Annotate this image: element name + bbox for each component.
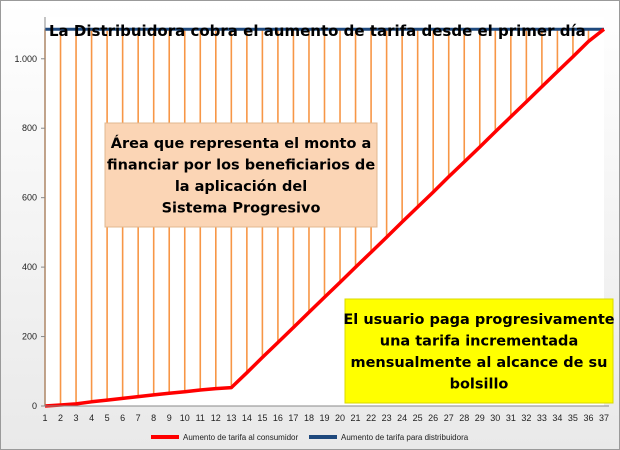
chart-title: La Distribuidora cobra el aumento de tar… (49, 22, 586, 40)
x-tick-label: 16 (273, 413, 283, 423)
annotation-line: bolsillo (450, 376, 509, 392)
x-tick-label: 28 (459, 413, 469, 423)
x-tick-label: 32 (521, 413, 531, 423)
x-tick-label: 27 (444, 413, 454, 423)
x-tick-label: 4 (89, 413, 94, 423)
title-group: La Distribuidora cobra el aumento de tar… (49, 22, 586, 40)
x-tick-label: 6 (120, 413, 125, 423)
x-tick-label: 37 (599, 413, 609, 423)
x-tick-label: 15 (257, 413, 267, 423)
x-tick-label: 29 (475, 413, 485, 423)
y-tick-label: 1.000 (14, 54, 37, 64)
x-tick-label: 25 (413, 413, 423, 423)
annotation-line: la aplicación del (175, 179, 307, 195)
x-tick-label: 30 (490, 413, 500, 423)
annotation-line: mensualmente al alcance de su (350, 355, 607, 371)
x-tick-label: 14 (242, 413, 252, 423)
annotation-line: una tarifa incrementada (380, 333, 578, 349)
x-tick-label: 5 (105, 413, 110, 423)
x-tick-label: 2 (58, 413, 63, 423)
legend-label-consumidor: Aumento de tarifa al consumidor (183, 433, 299, 442)
x-tick-label: 19 (319, 413, 329, 423)
x-tick-label: 23 (382, 413, 392, 423)
x-tick-label: 35 (568, 413, 578, 423)
legend-label-distribuidora: Aumento de tarifa para distribuidora (341, 433, 469, 442)
x-tick-label: 22 (366, 413, 376, 423)
y-tick-label: 0 (32, 401, 37, 411)
annotation-user-box (344, 298, 614, 404)
legend: Aumento de tarifa al consumidor Aumento d… (151, 433, 469, 442)
annotations-group: Área que representa el monto a financiar … (104, 122, 615, 404)
series-lines-group (44, 27, 606, 408)
x-tick-label: 9 (167, 413, 172, 423)
series-line-consumidor (44, 27, 606, 408)
annotation-line: El usuario paga progresivamente (343, 312, 614, 328)
x-tick-label: 11 (196, 413, 205, 423)
annotation-line: Área que representa el monto a (111, 135, 372, 152)
annotation-line: financiar por los beneficiarios de (107, 157, 375, 173)
x-tick-label: 34 (552, 413, 562, 423)
y-tick-label: 600 (22, 193, 37, 203)
annotation-line: Sistema Progresivo (162, 200, 321, 216)
x-tick-label: 26 (428, 413, 438, 423)
annotation-area-box (104, 122, 378, 228)
x-tick-label: 36 (583, 413, 593, 423)
x-tick-label: 21 (351, 413, 361, 423)
x-tick-label: 24 (397, 413, 407, 423)
x-tick-label: 31 (506, 413, 516, 423)
y-tick-label: 400 (22, 262, 37, 272)
x-tick-label: 3 (74, 413, 79, 423)
x-tick-label: 7 (136, 413, 141, 423)
x-tick-label: 10 (180, 413, 190, 423)
x-tick-label: 33 (537, 413, 547, 423)
x-tick-label: 1 (42, 413, 47, 423)
x-tick-label: 8 (151, 413, 156, 423)
x-tick-label: 13 (226, 413, 236, 423)
y-tick-label: 800 (22, 123, 37, 133)
y-tick-label: 200 (22, 332, 37, 342)
x-tick-label: 18 (304, 413, 314, 423)
x-tick-label: 12 (211, 413, 221, 423)
x-tick-label: 20 (335, 413, 345, 423)
x-tick-label: 17 (288, 413, 298, 423)
